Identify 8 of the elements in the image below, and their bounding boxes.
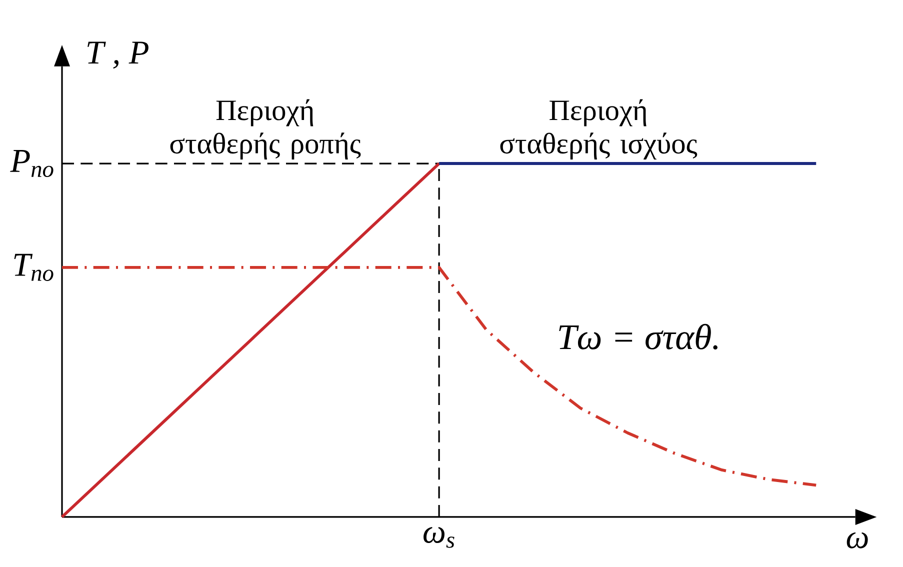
x-axis-title: ω [846, 532, 868, 548]
text: Περιοχή σταθερής ισχύος [500, 99, 698, 160]
text: Περιοχή σταθερής ροπής [170, 99, 361, 160]
ref-line-label: P$_{no}$ [10, 150, 54, 178]
text: T$_{no}$ [14, 254, 54, 281]
text: ω$_{s}$ [424, 527, 454, 548]
y-axis-title: T , P [88, 42, 148, 69]
annotation: Tω = σταθ. [559, 324, 718, 350]
